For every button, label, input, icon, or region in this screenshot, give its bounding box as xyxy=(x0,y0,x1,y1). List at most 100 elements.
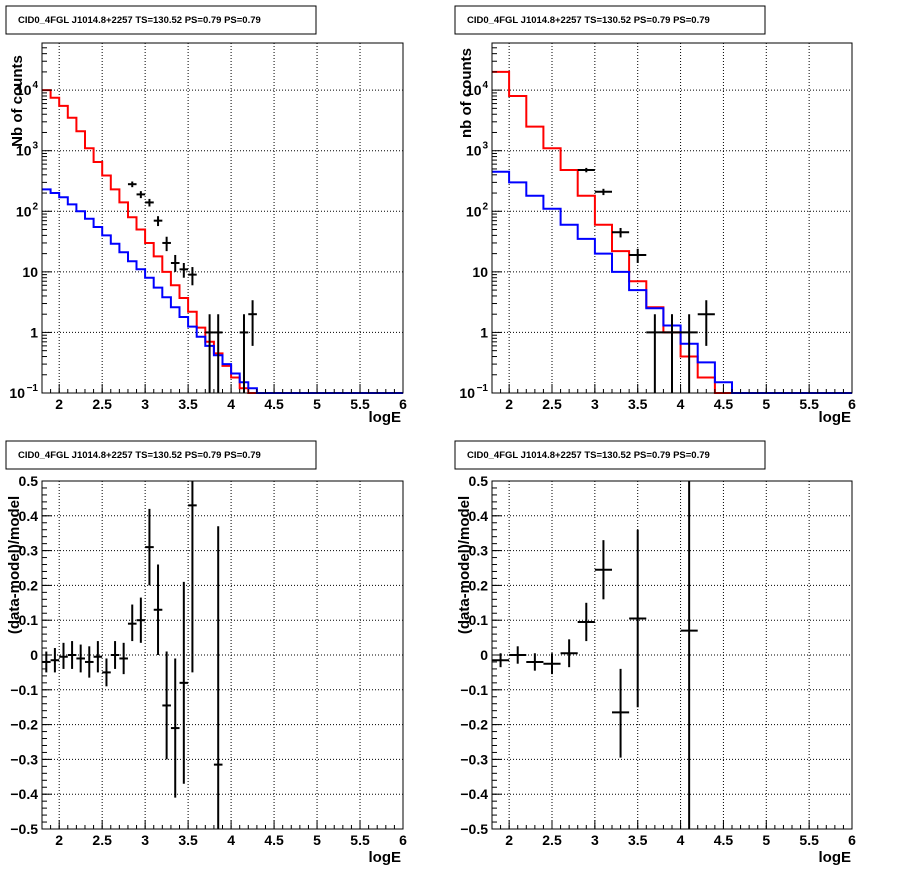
x-tick-label: 2.5 xyxy=(542,396,562,412)
y-tick-label: −0.2 xyxy=(460,717,488,733)
y-tick-label: −0.5 xyxy=(460,821,488,837)
chart-title: CID0_4FGL J1014.8+2257 TS=130.52 PS=0.79… xyxy=(18,15,261,26)
x-tick-label: 5 xyxy=(762,832,770,848)
y-tick-label: 10 xyxy=(16,143,32,159)
title-box xyxy=(5,440,317,470)
x-tick-label: 6 xyxy=(399,832,407,848)
y-tick-label: 10 xyxy=(472,264,488,280)
y-tick-label: −0.5 xyxy=(10,821,38,837)
y-tick-label: −0.3 xyxy=(460,751,488,767)
y-tick-label: 10 xyxy=(466,143,482,159)
x-axis-label: logE xyxy=(819,849,852,866)
series-line xyxy=(42,188,403,394)
plot-area: 2 2.5 3 3.5 4 4.5 5 5.5 6 −0.5 −0.4 −0.3 −0.2 −0.1 0 0.… xyxy=(460,473,856,848)
series-line xyxy=(42,89,403,394)
x-tick-label: 3 xyxy=(141,396,149,412)
x-tick-label: 4 xyxy=(677,832,685,848)
y-tick-label: 10 xyxy=(459,385,475,401)
y-tick-label: 10 xyxy=(16,203,32,219)
panel-bottom-left: CID0_4FGL J1014.8+2257 TS=130.52 PS=0.79… xyxy=(5,440,407,866)
x-tick-label: 4 xyxy=(227,832,235,848)
x-tick-label: 3.5 xyxy=(178,396,198,412)
x-tick-label: 3 xyxy=(591,396,599,412)
x-axis-label: logE xyxy=(369,409,402,426)
y-tick-label: 1 xyxy=(30,324,38,340)
y-tick-exponent: 2 xyxy=(482,201,488,212)
y-axis-label: Nb of counts xyxy=(9,55,26,147)
x-tick-label: 2 xyxy=(505,396,513,412)
x-tick-label: 2 xyxy=(55,832,63,848)
y-tick-exponent: 4 xyxy=(482,80,488,91)
title-box xyxy=(454,440,766,470)
x-tick-label: 2.5 xyxy=(542,832,562,848)
chart-title: CID0_4FGL J1014.8+2257 TS=130.52 PS=0.79… xyxy=(467,450,710,461)
y-tick-label: −0.4 xyxy=(10,786,38,802)
y-tick-label: −0.4 xyxy=(460,786,488,802)
y-tick-label: 10 xyxy=(466,82,482,98)
title-box xyxy=(454,5,766,35)
y-tick-label: 10 xyxy=(466,203,482,219)
y-tick-exponent: 3 xyxy=(32,141,38,152)
panel-bottom-right: CID0_4FGL J1014.8+2257 TS=130.52 PS=0.79… xyxy=(454,440,856,866)
y-tick-exponent: −1 xyxy=(477,383,489,394)
y-tick-label: 1 xyxy=(480,324,488,340)
y-tick-label: 0.4 xyxy=(19,508,39,524)
x-tick-label: 4 xyxy=(227,396,235,412)
x-tick-label: 2 xyxy=(55,396,63,412)
y-axis-label: (data-model)/model xyxy=(456,496,473,634)
x-tick-label: 3.5 xyxy=(178,832,198,848)
x-tick-label: 4.5 xyxy=(264,832,284,848)
y-tick-label: 0.2 xyxy=(19,577,39,593)
x-tick-label: 4.5 xyxy=(714,832,734,848)
plot-frame xyxy=(41,42,404,394)
plot-area: 2 2.5 3 3.5 4 4.5 5 5.5 6 −0.5 −0.4 −0.3 −0.2 −0.1 0 0.… xyxy=(10,473,407,848)
y-tick-label: 0.3 xyxy=(19,543,39,559)
y-axis-label: (data-model)/model xyxy=(6,496,23,634)
y-tick-label: 0.4 xyxy=(469,508,489,524)
x-tick-label: 5 xyxy=(313,832,321,848)
x-tick-label: 3 xyxy=(591,832,599,848)
x-tick-label: 4 xyxy=(677,396,685,412)
x-axis-label: logE xyxy=(369,849,402,866)
panel-top-right: CID0_4FGL J1014.8+2257 TS=130.52 PS=0.79… xyxy=(454,5,856,426)
x-tick-label: 5 xyxy=(313,396,321,412)
chart-title: CID0_4FGL J1014.8+2257 TS=130.52 PS=0.79… xyxy=(467,15,710,26)
y-tick-label: −0.2 xyxy=(10,717,38,733)
x-tick-label: 6 xyxy=(848,832,856,848)
y-tick-exponent: 3 xyxy=(482,141,488,152)
y-tick-label: 0.5 xyxy=(19,473,39,489)
x-tick-label: 3.5 xyxy=(628,832,648,848)
x-tick-label: 3 xyxy=(141,832,149,848)
x-tick-label: 2.5 xyxy=(92,832,112,848)
x-tick-label: 2.5 xyxy=(92,396,112,412)
y-tick-label: −0.1 xyxy=(460,682,488,698)
y-tick-label: 0.1 xyxy=(19,612,39,628)
x-tick-label: 5.5 xyxy=(350,832,370,848)
x-tick-label: 5 xyxy=(762,396,770,412)
y-tick-label: 10 xyxy=(9,385,25,401)
y-tick-exponent: 4 xyxy=(32,80,38,91)
y-tick-label: 0.3 xyxy=(469,543,489,559)
y-tick-label: 0.1 xyxy=(469,612,489,628)
y-tick-label: −0.3 xyxy=(10,751,38,767)
x-tick-label: 5.5 xyxy=(799,832,819,848)
chart-title: CID0_4FGL J1014.8+2257 TS=130.52 PS=0.79… xyxy=(18,450,261,461)
x-tick-label: 5.5 xyxy=(799,396,819,412)
x-tick-label: 5.5 xyxy=(350,396,370,412)
y-tick-label: 10 xyxy=(16,82,32,98)
y-tick-label: 0 xyxy=(30,647,38,663)
x-tick-label: 4.5 xyxy=(264,396,284,412)
x-tick-label: 6 xyxy=(848,396,856,412)
y-tick-label: 10 xyxy=(22,264,38,280)
x-tick-label: 3.5 xyxy=(628,396,648,412)
y-tick-label: −0.1 xyxy=(10,682,38,698)
y-tick-label: 0 xyxy=(480,647,488,663)
y-tick-exponent: 2 xyxy=(32,201,38,212)
x-tick-label: 2 xyxy=(505,832,513,848)
title-box xyxy=(5,5,317,35)
x-tick-label: 6 xyxy=(399,396,407,412)
y-axis-label: nb of counts xyxy=(458,48,475,138)
